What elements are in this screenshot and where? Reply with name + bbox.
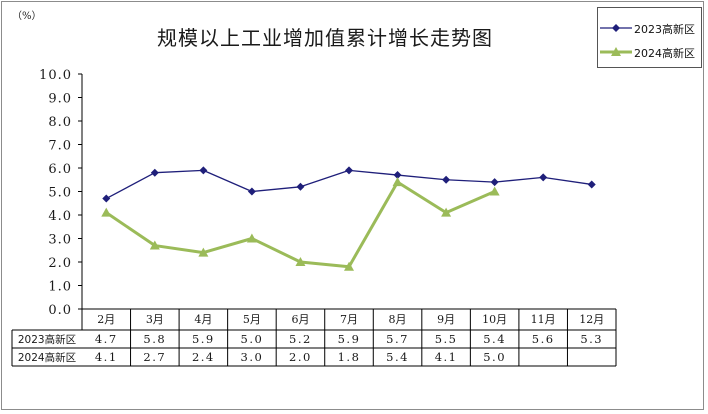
x-tick-label: 12月 (579, 313, 604, 326)
legend-label-2023: 2023高新区 (634, 23, 695, 36)
y-tick-label: 1.0 (48, 280, 72, 295)
table-cell-value: 5.6 (532, 332, 555, 346)
y-tick-label: 9.0 (48, 92, 72, 107)
x-tick-label: 3月 (146, 313, 164, 326)
x-tick-label: 8月 (389, 313, 407, 326)
data-point-2024 (441, 207, 452, 217)
y-tick-label: 5.0 (48, 186, 72, 201)
data-point-2023 (442, 175, 451, 184)
table-cell-value: 4.7 (95, 332, 118, 346)
table-cell-value: 5.0 (483, 350, 506, 364)
table-cell-value: 5.2 (289, 332, 312, 346)
data-point-2023 (539, 173, 548, 182)
table-cell-value: 5.4 (386, 350, 409, 364)
data-point-2023 (393, 171, 402, 180)
x-tick-label: 10月 (482, 313, 507, 326)
table-cell-value: 5.7 (386, 332, 409, 346)
table-cell-value: 5.0 (241, 332, 264, 346)
x-tick-label: 4月 (194, 313, 212, 326)
data-point-2024 (149, 240, 160, 250)
y-tick-label: 3.0 (48, 233, 72, 248)
table-cell-value: 2.7 (143, 350, 166, 364)
unit-label: （%） (12, 11, 42, 22)
data-point-2024 (246, 233, 257, 243)
x-tick-label: 2月 (97, 313, 115, 326)
x-tick-label: 5月 (243, 313, 261, 326)
data-point-2023 (296, 182, 305, 191)
data-point-2023 (150, 168, 159, 177)
data-point-2024 (344, 261, 354, 271)
table-cell-value: 5.3 (580, 332, 603, 346)
data-point-2023 (345, 166, 353, 175)
table-cell-value: 4.1 (95, 350, 118, 364)
y-tick-label: 0.0 (48, 303, 72, 318)
legend-label-2024: 2024高新区 (634, 47, 695, 60)
legend: 2023高新区 2024高新区 (597, 7, 702, 68)
table-cell-value: 5.9 (338, 332, 361, 346)
data-point-2023 (490, 178, 499, 187)
table-cell-value: 5.9 (192, 332, 215, 346)
table-cell-value: 1.8 (338, 350, 361, 364)
y-tick-label: 2.0 (48, 256, 72, 271)
legend-marker-2024 (600, 47, 632, 56)
data-point-2024 (392, 177, 403, 187)
y-tick-label: 7.0 (48, 139, 72, 154)
data-point-2024 (295, 257, 306, 266)
data-point-2024 (101, 207, 112, 217)
data-point-2024 (489, 186, 500, 196)
x-tick-label: 11月 (531, 313, 556, 326)
table-cell-value: 5.4 (483, 332, 506, 346)
series-line-2023 (105, 169, 592, 200)
table-cell-value: 3.0 (241, 350, 264, 364)
series-line-2024 (105, 180, 496, 269)
data-point-2023 (102, 194, 111, 203)
x-tick-label: 9月 (437, 313, 455, 326)
table-row-header: 2023高新区 (18, 333, 76, 346)
y-tick-label: 10.0 (39, 68, 72, 83)
data-point-2024 (198, 247, 209, 257)
data-point-2023 (247, 187, 256, 196)
data-point-2023 (199, 166, 208, 175)
chart-title: 规模以上工业增加值累计增长走势图 (157, 26, 493, 50)
table-cell-value: 2.0 (289, 350, 312, 364)
table-row-header: 2024高新区 (18, 351, 76, 364)
x-tick-label: 6月 (291, 313, 309, 326)
legend-marker-2023 (600, 24, 632, 32)
legend-item-2024: 2024高新区 (598, 44, 703, 60)
data-point-2023 (587, 180, 596, 189)
table-cell-value: 5.8 (143, 332, 166, 346)
table-cell-value: 4.1 (435, 350, 458, 364)
table-cell-value: 5.5 (435, 332, 458, 346)
table-cell-value: 2.4 (192, 350, 215, 364)
legend-item-2023: 2023高新区 (598, 20, 703, 36)
y-tick-label: 4.0 (48, 209, 72, 224)
y-tick-label: 8.0 (48, 115, 72, 130)
y-tick-label: 6.0 (48, 162, 72, 177)
x-tick-label: 7月 (340, 313, 358, 326)
